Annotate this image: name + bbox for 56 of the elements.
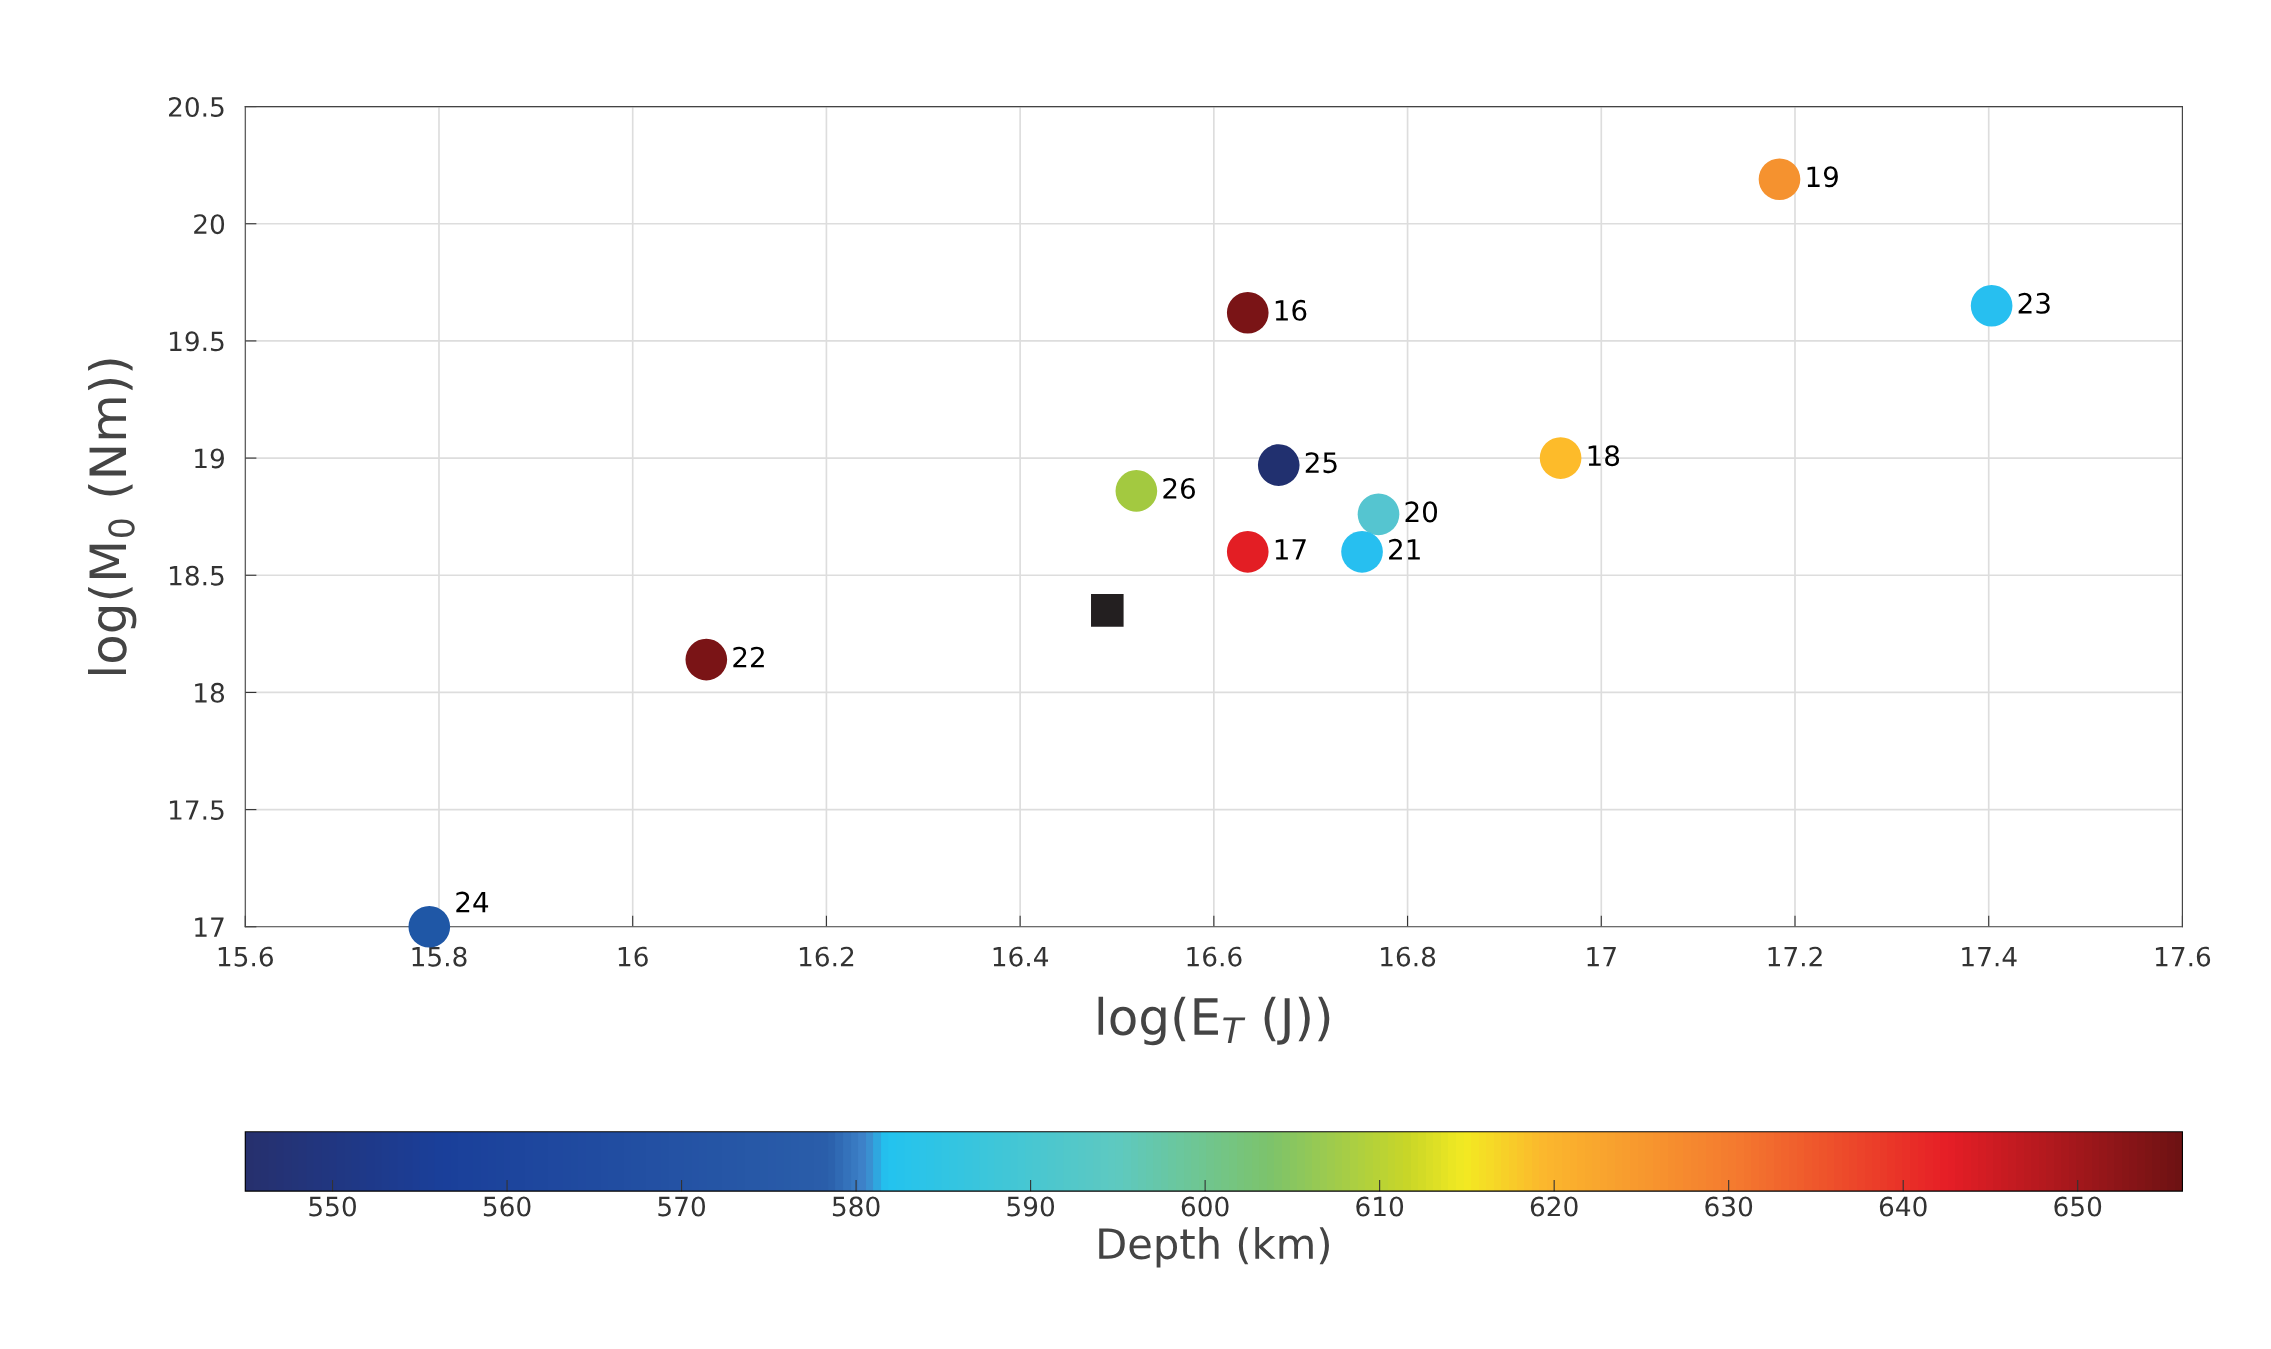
point (1257, 444, 1300, 486)
y-tick-label: 20.5 (169, 97, 224, 117)
y-axis-title: log(M$_{0}$ (Nm)) (88, 359, 137, 674)
annotation: 23 (2018, 292, 2050, 314)
point (1357, 493, 1400, 536)
point (1091, 594, 1124, 627)
y-tick-label: 19 (195, 448, 224, 469)
x-tick-label: 16.2 (799, 946, 854, 967)
point (1226, 291, 1269, 334)
color-bar-label: 630 (1705, 1196, 1753, 1217)
color-bar-label: 610 (1356, 1196, 1404, 1217)
x-tick-label: 17.6 (2155, 946, 2211, 967)
annotation: 24 (456, 891, 489, 913)
annotation: 19 (1807, 166, 1838, 188)
x-tick-label: 16.6 (1187, 946, 1242, 967)
x-tick-label: 17.4 (1962, 947, 2017, 967)
annotation: 18 (1588, 445, 1620, 467)
x-tick-label: 17 (1587, 947, 1616, 967)
y-tick-label: 18.5 (169, 565, 224, 586)
point (1970, 284, 2013, 327)
point (1226, 530, 1269, 573)
annotation: 16 (1275, 299, 1307, 321)
x-axis-title: log(E$_{T}$ (J)) (1098, 996, 1330, 1046)
point (685, 638, 728, 681)
color-bar-label: 580 (832, 1196, 880, 1217)
color-bar-label: 560 (483, 1196, 531, 1217)
point (1539, 437, 1582, 479)
y-tick-label: 18 (195, 682, 225, 703)
point (408, 905, 451, 948)
annotation: 22 (733, 646, 764, 668)
color-bar-label: 650 (2054, 1196, 2102, 1217)
point (1341, 530, 1383, 573)
x-tick-label: 15.8 (412, 946, 467, 967)
annotation: 25 (1305, 452, 1337, 474)
color-bar-label: 600 (1181, 1196, 1229, 1217)
color-bar-label: 590 (1007, 1196, 1055, 1217)
color-bar-label: 640 (1879, 1196, 1927, 1217)
point (1115, 470, 1158, 512)
point (1758, 158, 1801, 201)
y-tick-label: 17 (195, 917, 224, 937)
x-tick-label: 15.6 (218, 946, 273, 967)
color-bar-title: Depth (km) (1099, 1227, 1329, 1268)
annotation: 20 (1405, 501, 1438, 523)
annotation: 17 (1275, 539, 1306, 560)
y-tick-label: 20 (194, 214, 225, 235)
x-tick-label: 16.4 (993, 946, 1049, 967)
x-tick-label: 16 (618, 946, 648, 967)
color-bar-label: 620 (1530, 1196, 1578, 1217)
annotation: 26 (1163, 477, 1195, 499)
x-tick-label: 16.8 (1381, 946, 1436, 967)
x-tick-label: 17.2 (1768, 946, 1822, 967)
color-bar-label: 550 (309, 1196, 356, 1217)
y-tick-label: 17.5 (169, 800, 224, 820)
color-bar-label: 570 (658, 1196, 705, 1217)
y-tick-label: 19.5 (169, 331, 224, 352)
annotation: 21 (1389, 538, 1420, 560)
